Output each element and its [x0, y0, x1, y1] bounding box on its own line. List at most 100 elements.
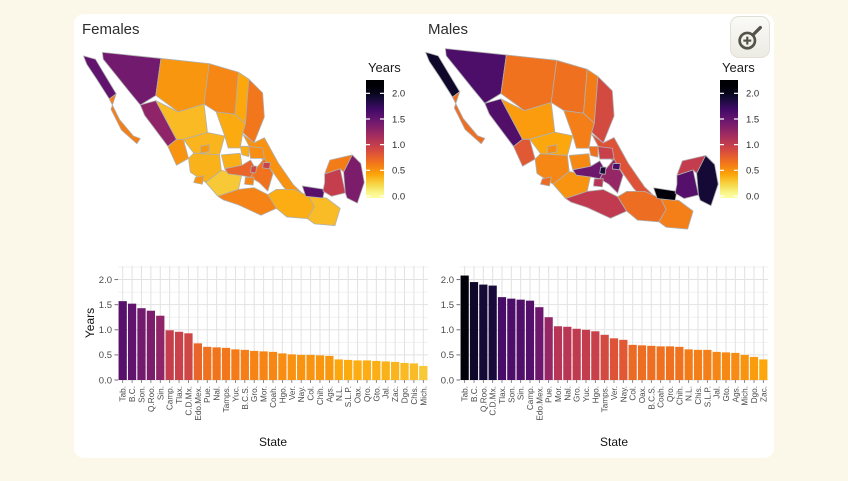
state-chih[interactable]: [155, 58, 210, 113]
bar-camp[interactable]: [165, 330, 174, 380]
state-mich[interactable]: [205, 170, 243, 197]
bar-hgo[interactable]: [591, 331, 600, 380]
bar-slp[interactable]: [703, 349, 712, 380]
bar-nl[interactable]: [334, 359, 343, 380]
state-cdmx[interactable]: [250, 165, 257, 174]
zoom-button[interactable]: [730, 16, 770, 58]
bar-gto[interactable]: [721, 352, 731, 380]
state-chih[interactable]: [500, 54, 558, 111]
males-choropleth-map[interactable]: [422, 42, 720, 242]
bar-ver[interactable]: [609, 338, 619, 380]
bar-edomex[interactable]: [535, 307, 544, 380]
bar-son[interactable]: [137, 308, 146, 380]
state-mor[interactable]: [593, 178, 604, 188]
bar-coah[interactable]: [656, 346, 665, 380]
bar-zac[interactable]: [759, 359, 768, 380]
state-chis[interactable]: [307, 195, 341, 226]
bar-yuc[interactable]: [231, 349, 240, 380]
bar-gro[interactable]: [572, 328, 581, 380]
state-zac[interactable]: [182, 132, 226, 156]
state-ags[interactable]: [200, 144, 210, 154]
bar-oax[interactable]: [637, 345, 647, 380]
bar-nal[interactable]: [563, 326, 572, 380]
bar-tab[interactable]: [460, 275, 469, 380]
bar-son[interactable]: [507, 298, 516, 380]
state-nay[interactable]: [513, 138, 536, 167]
bar-tamps[interactable]: [221, 347, 231, 380]
bar-dgo[interactable]: [749, 356, 759, 380]
bar-tlax[interactable]: [497, 297, 507, 380]
bar-edomex[interactable]: [193, 343, 202, 380]
state-chis[interactable]: [658, 198, 694, 230]
state-slp[interactable]: [563, 110, 595, 149]
state-qroo[interactable]: [696, 155, 719, 207]
bar-ags[interactable]: [731, 352, 740, 380]
state-bcs[interactable]: [108, 93, 141, 145]
bar-nal[interactable]: [212, 347, 221, 380]
bar-gro[interactable]: [250, 350, 259, 380]
bar-slp[interactable]: [344, 359, 353, 380]
bar-cdmx[interactable]: [488, 285, 497, 380]
state-tlax[interactable]: [262, 162, 271, 170]
bar-chih[interactable]: [315, 355, 325, 380]
bar-tamps[interactable]: [600, 334, 609, 380]
bar-pue[interactable]: [203, 346, 212, 380]
bar-hgo[interactable]: [278, 353, 287, 380]
bar-qroo[interactable]: [479, 284, 488, 380]
bar-chih[interactable]: [675, 346, 684, 380]
state-bcs[interactable]: [452, 91, 486, 145]
state-nay[interactable]: [167, 139, 189, 166]
bar-bcs[interactable]: [647, 345, 656, 380]
bar-qro[interactable]: [665, 346, 675, 380]
state-mor[interactable]: [244, 176, 255, 186]
state-slp[interactable]: [215, 111, 246, 149]
bar-sin[interactable]: [156, 315, 165, 380]
females-choropleth-map[interactable]: [80, 46, 366, 238]
females-bar-chart[interactable]: 0.0 0.5 1.0 1.5 2.0 Tab. B.C. Son. Q.Roo. Sin. Cam…: [84, 258, 434, 454]
state-ags[interactable]: [547, 144, 558, 155]
state-tlax[interactable]: [611, 163, 621, 171]
bar-camp[interactable]: [525, 300, 535, 380]
bar-mor[interactable]: [553, 326, 563, 380]
bar-tlax[interactable]: [174, 331, 184, 380]
state-qro[interactable]: [239, 145, 250, 158]
bar-nl[interactable]: [684, 349, 693, 380]
bar-sin[interactable]: [516, 299, 525, 380]
bar-bcs[interactable]: [240, 349, 249, 380]
bar-pue[interactable]: [544, 317, 553, 380]
state-zac[interactable]: [529, 131, 574, 156]
males-bar-chart[interactable]: 0.0 0.5 1.0 1.5 2.0 Tab. B.C. Q.Roo. C.D.Mx. Tlax…: [430, 258, 774, 454]
bar-cdmx[interactable]: [184, 333, 193, 380]
bar-ags[interactable]: [325, 355, 334, 380]
state-cdmx[interactable]: [599, 166, 607, 175]
bar-col[interactable]: [306, 354, 315, 380]
bar-bc[interactable]: [469, 282, 479, 380]
bar-oax[interactable]: [353, 360, 362, 380]
bar-nay[interactable]: [619, 339, 628, 380]
bar-qroo[interactable]: [146, 310, 156, 380]
bar-coah[interactable]: [268, 351, 278, 380]
bar-jal[interactable]: [381, 361, 390, 380]
state-tab[interactable]: [301, 185, 326, 199]
state-mich[interactable]: [552, 171, 592, 199]
bar-nay[interactable]: [297, 354, 306, 380]
state-hgo[interactable]: [248, 145, 265, 159]
bar-yuc[interactable]: [581, 329, 591, 380]
bar-mich[interactable]: [740, 354, 749, 380]
bar-mich[interactable]: [419, 365, 428, 380]
bar-tab[interactable]: [118, 301, 127, 380]
bar-gto[interactable]: [372, 360, 381, 380]
state-coah[interactable]: [550, 59, 588, 114]
bar-jal[interactable]: [712, 351, 721, 380]
state-col[interactable]: [540, 176, 552, 187]
bar-mor[interactable]: [259, 351, 268, 380]
bar-ver[interactable]: [287, 354, 296, 380]
state-qroo[interactable]: [343, 154, 365, 204]
bar-col[interactable]: [628, 344, 637, 380]
bar-zac[interactable]: [390, 361, 400, 380]
bar-dgo[interactable]: [400, 362, 409, 380]
bar-bc[interactable]: [127, 303, 137, 380]
state-col[interactable]: [193, 175, 205, 185]
bar-chis[interactable]: [409, 363, 419, 380]
bar-chis[interactable]: [693, 349, 703, 380]
